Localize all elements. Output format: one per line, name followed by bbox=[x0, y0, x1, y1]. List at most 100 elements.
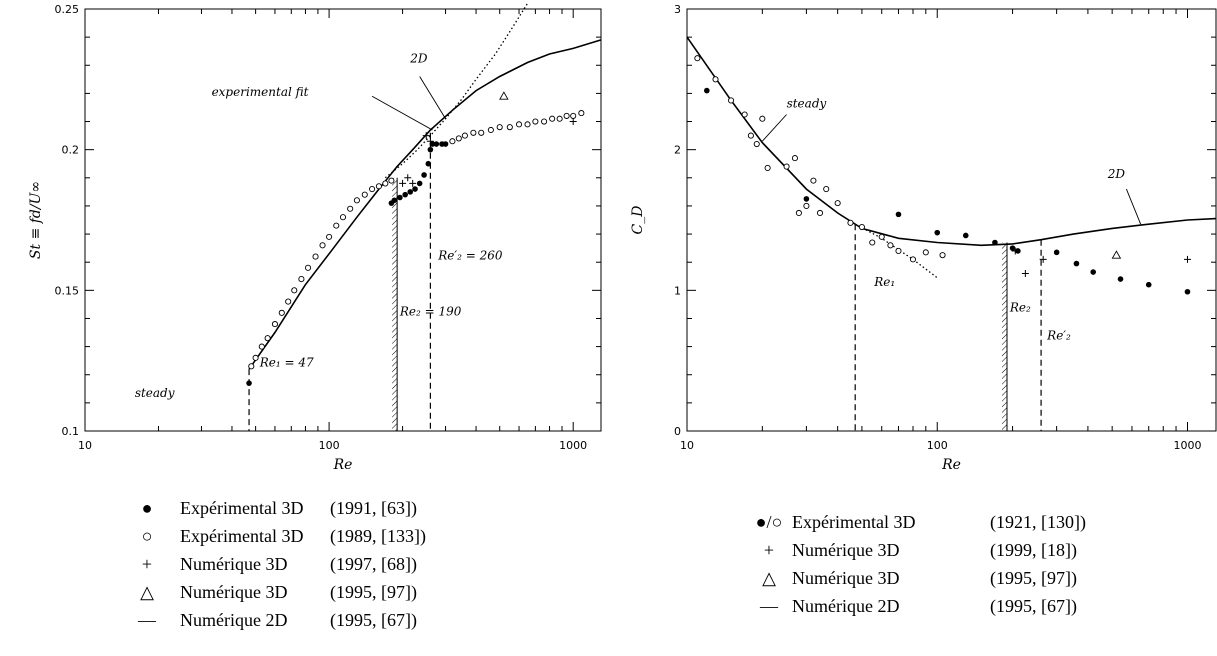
data-point-open bbox=[252, 354, 259, 361]
data-point-open bbox=[532, 118, 539, 125]
data-point-open bbox=[728, 97, 735, 104]
data-point-open bbox=[922, 249, 929, 256]
data-point-open bbox=[347, 205, 354, 212]
data-point-open bbox=[285, 298, 292, 305]
annotation-re2: Re₂ bbox=[1009, 300, 1031, 314]
data-point-plus bbox=[1183, 255, 1191, 263]
data-point-open bbox=[515, 121, 523, 128]
triangle-icon: △ bbox=[140, 582, 154, 602]
y-tick-label: 1 bbox=[674, 284, 681, 297]
data-point-open bbox=[847, 219, 854, 226]
data-point-filled bbox=[442, 141, 449, 147]
data-point-filled bbox=[1053, 249, 1060, 256]
data-point-open bbox=[878, 233, 885, 240]
data-point-open bbox=[764, 164, 771, 172]
data-point-open bbox=[496, 124, 503, 131]
data-point-open bbox=[563, 112, 570, 119]
annotation-steady: steady bbox=[135, 386, 175, 400]
curve-2d bbox=[248, 39, 602, 370]
legend-label: Numérique 3D bbox=[792, 540, 900, 560]
y-tick-label: 3 bbox=[674, 3, 681, 16]
legend-reference: (1995, [67]) bbox=[330, 610, 417, 630]
triangle-icon: △ bbox=[762, 568, 776, 588]
data-point-open bbox=[449, 138, 456, 145]
data-point-open bbox=[487, 126, 494, 134]
data-point-open bbox=[369, 186, 376, 193]
x-tick-label: 10 bbox=[680, 439, 694, 452]
data-point-open bbox=[810, 177, 817, 184]
data-point-filled bbox=[402, 191, 408, 198]
legend-reference: (1995, [97]) bbox=[330, 582, 417, 602]
legend-label: Expérimental 3D bbox=[792, 512, 916, 532]
annotation-leader bbox=[419, 76, 446, 119]
data-point-open bbox=[264, 335, 271, 342]
data-point-open bbox=[298, 276, 305, 283]
data-point-open bbox=[823, 186, 830, 193]
plot-frame bbox=[84, 8, 602, 432]
data-point-open bbox=[333, 222, 340, 229]
data-point-open bbox=[375, 183, 382, 190]
data-point-filled bbox=[425, 160, 432, 167]
data-point-open bbox=[248, 363, 255, 370]
data-point-open bbox=[869, 239, 876, 246]
annotation-re2: Re₂ = 190 bbox=[399, 305, 462, 319]
x-tick-label: 1000 bbox=[559, 439, 587, 452]
legend-label: Expérimental 3D bbox=[180, 526, 304, 546]
data-point-open bbox=[549, 115, 556, 122]
legend-reference: (1989, [133]) bbox=[330, 526, 426, 546]
legend-label: Numérique 3D bbox=[180, 582, 288, 602]
data-point-filled bbox=[421, 172, 427, 178]
legend-reference: (1921, [130]) bbox=[990, 512, 1086, 532]
data-point-filled bbox=[962, 232, 969, 239]
data-point-open bbox=[353, 197, 360, 204]
x-axis-label: Re bbox=[941, 457, 961, 473]
data-point-triangle bbox=[1111, 250, 1122, 259]
data-point-open bbox=[541, 118, 548, 125]
data-point-open bbox=[741, 111, 748, 118]
data-point-filled bbox=[1117, 276, 1124, 282]
data-point-open bbox=[909, 256, 917, 263]
data-point-open bbox=[470, 129, 477, 136]
data-point-filled bbox=[1009, 245, 1016, 251]
data-point-open bbox=[319, 242, 326, 249]
filled-open-circle-icon: ●/○ bbox=[755, 512, 783, 532]
data-point-filled bbox=[246, 380, 252, 386]
data-point-plus bbox=[399, 179, 407, 187]
x-tick-label: 1000 bbox=[1173, 439, 1201, 452]
legend-reference: (1997, [68]) bbox=[330, 554, 417, 574]
data-point-open bbox=[747, 132, 754, 139]
data-point-filled bbox=[429, 141, 436, 147]
data-point-open bbox=[887, 242, 894, 249]
open-circle-icon: ○ bbox=[141, 526, 153, 546]
data-point-filled bbox=[934, 229, 941, 236]
legend-label: Numérique 3D bbox=[180, 554, 288, 574]
data-point-plus bbox=[1011, 247, 1019, 255]
data-point-plus bbox=[1021, 269, 1029, 277]
y-tick-label: 0.2 bbox=[62, 144, 80, 157]
data-point-filled bbox=[992, 239, 998, 246]
x-tick-label: 100 bbox=[927, 439, 948, 452]
legend-right: ●/○ Expérimental 3D (1921, [130]) + Numé… bbox=[752, 512, 1152, 637]
x-tick-label: 10 bbox=[78, 439, 92, 452]
annotation-leader bbox=[1125, 188, 1142, 225]
data-point-triangle bbox=[499, 91, 509, 100]
data-point-open bbox=[339, 214, 347, 221]
data-point-open bbox=[291, 287, 298, 294]
data-point-plus bbox=[426, 137, 434, 145]
data-point-open bbox=[556, 115, 563, 122]
data-point-open bbox=[382, 180, 389, 187]
data-point-open bbox=[783, 163, 790, 170]
annotation-steady: steady bbox=[787, 96, 827, 110]
annotation-re2-prime: Re′₂ bbox=[1046, 329, 1071, 343]
data-point-open bbox=[524, 121, 531, 128]
data-point-open bbox=[455, 135, 462, 142]
data-point-open bbox=[506, 124, 513, 131]
hatch-band bbox=[392, 177, 398, 431]
annotation-re1: Re₁ bbox=[873, 275, 895, 289]
data-point-open bbox=[570, 112, 577, 119]
data-point-plus bbox=[1039, 255, 1047, 263]
data-point-open bbox=[834, 200, 841, 207]
data-point-plus bbox=[422, 132, 430, 140]
y-tick-label: 0 bbox=[674, 425, 681, 438]
